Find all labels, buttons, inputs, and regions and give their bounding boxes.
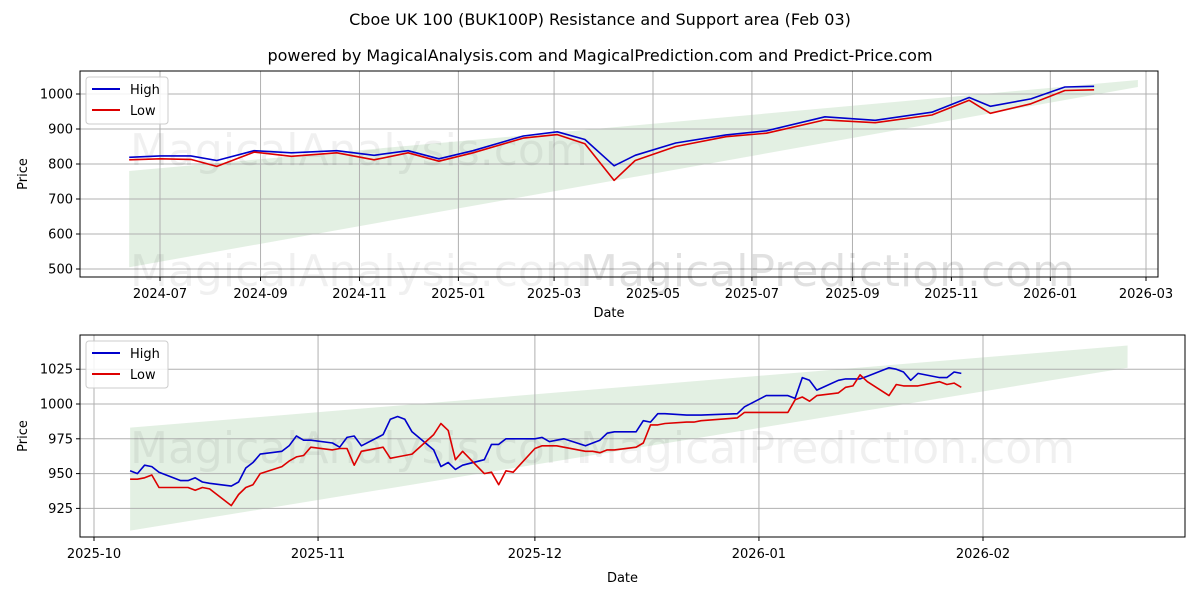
legend-label-high: High [130,347,160,362]
y-tick-label: 500 [48,263,73,278]
legend: High Low [85,340,169,389]
x-tick-label: 2026-02 [956,547,1010,562]
support-resistance-band [130,345,1128,531]
plot-frame [79,334,1186,538]
y-tick-label: 1000 [40,398,73,413]
x-tick-label: 2024-11 [332,287,386,302]
y-axis-label: Price [16,420,31,452]
chart-subtitle: powered by MagicalAnalysis.com and Magic… [267,46,933,65]
x-tick-label: 2026-01 [732,547,786,562]
x-tick-label: 2024-07 [133,287,187,302]
x-tick-label: 2026-03 [1119,287,1173,302]
x-tick-label: 2025-11 [924,287,978,302]
legend-label-low: Low [130,368,156,383]
series-line-high [129,85,1095,167]
x-tick-label: 2025-05 [626,287,680,302]
y-tick-label: 1000 [40,88,73,103]
plot-frame [79,70,1159,278]
y-tick-label: 950 [48,467,73,482]
watermark-text: MagicalPrediction.com [580,423,1075,474]
watermark-text: MagicalPrediction.com [580,246,1075,297]
watermark-text: MagicalAnalysis.com [130,246,588,297]
y-tick-label: 975 [48,432,73,447]
x-tick-label: 2025-03 [527,287,581,302]
chart-panel-1: 500 600 700 800 900 1000 2024-07 2024-09 2024-11… [16,70,1173,321]
x-tick-label: 2026-01 [1023,287,1077,302]
x-axis-label: Date [607,571,638,586]
x-tick-label: 2025-01 [431,287,485,302]
chart-panel-2: 925 950 975 1000 1025 2025-10 2025-11 2025-12 20… [16,334,1186,586]
y-axis-label: Price [16,158,31,190]
x-tick-label: 2025-07 [725,287,779,302]
chart-title: Cboe UK 100 (BUK100P) Resistance and Sup… [349,10,851,29]
y-tick-label: 600 [48,228,73,243]
watermark-text: MagicalAnalysis.com [130,125,588,176]
y-tick-label: 1025 [40,363,73,378]
x-tick-label: 2024-09 [233,287,287,302]
legend-label-low: Low [130,104,156,119]
series-line-low [129,89,1095,182]
support-resistance-band [129,80,1138,268]
x-tick-label: 2025-11 [291,547,345,562]
legend: High Low [85,76,169,125]
x-tick-label: 2025-10 [67,547,121,562]
series-line-high [129,366,962,487]
series-line-low [130,373,962,507]
watermark-text: MagicalAnalysis.com [130,423,588,474]
y-tick-label: 700 [48,193,73,208]
legend-label-high: High [130,83,160,98]
x-tick-label: 2025-09 [825,287,879,302]
y-tick-label: 925 [48,502,73,517]
y-tick-label: 900 [48,123,73,138]
watermark-text: MagicalPrediction.com [580,246,1075,297]
y-tick-label: 800 [48,158,73,173]
x-tick-label: 2025-12 [508,547,562,562]
x-axis-label: Date [593,306,624,321]
